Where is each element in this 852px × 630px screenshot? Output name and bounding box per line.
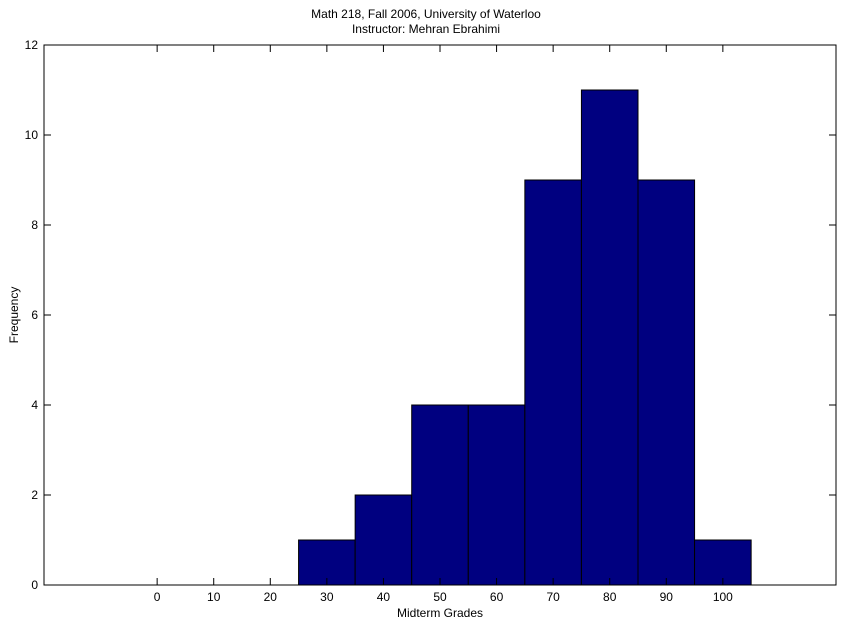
y-tick-label-0: 0	[31, 578, 38, 592]
y-tick-label-6: 6	[31, 308, 38, 322]
x-axis-label: Midterm Grades	[396, 606, 484, 620]
bars-group	[298, 89, 752, 586]
x-tick-label-0: 0	[154, 590, 161, 604]
x-tick-label-30: 30	[320, 590, 334, 604]
x-tick-label-50: 50	[433, 590, 447, 604]
bar-90	[637, 179, 696, 586]
bar-40	[354, 494, 413, 586]
y-tick-label-4: 4	[31, 398, 38, 412]
bar-100	[694, 539, 752, 586]
x-tick-label-40: 40	[377, 590, 391, 604]
bar-50	[411, 404, 469, 586]
bar-80	[580, 89, 639, 586]
x-tick-label-10: 10	[207, 590, 221, 604]
x-tick-label-20: 20	[264, 590, 278, 604]
x-tick-label-100: 100	[713, 590, 733, 604]
chart-subtitle: Instructor: Mehran Ebrahimi	[351, 22, 501, 36]
x-tick-label-60: 60	[490, 590, 504, 604]
chart-title: Math 218, Fall 2006, University of Water…	[311, 7, 541, 21]
bar-60	[467, 404, 526, 586]
bar-70	[524, 179, 582, 586]
ticks-group: 0 10 20 30 40 50 60 70 80 90 100 0 2 4 6 8 10 12	[25, 38, 836, 604]
x-tick-label-80: 80	[603, 590, 617, 604]
x-tick-label-70: 70	[546, 590, 560, 604]
x-tick-label-90: 90	[660, 590, 674, 604]
y-tick-label-12: 12	[25, 38, 39, 52]
y-tick-label-2: 2	[31, 488, 38, 502]
y-axis-label: Frequency	[7, 286, 21, 344]
y-tick-label-8: 8	[31, 218, 38, 232]
y-tick-label-10: 10	[25, 128, 39, 142]
